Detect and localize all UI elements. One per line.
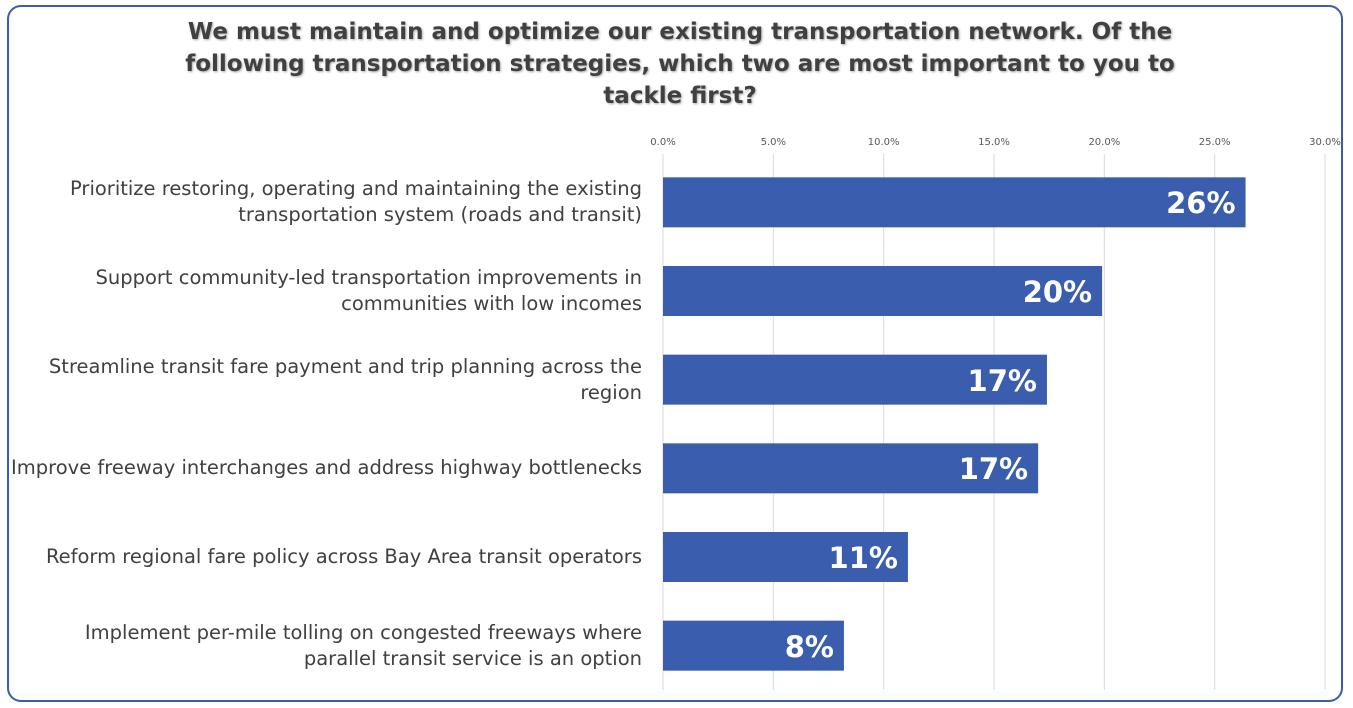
x-tick-label: 5.0% [760, 137, 787, 148]
category-label: Improve freeway interchanges and address… [11, 456, 642, 480]
chart-title: We must maintain and optimize our existi… [185, 19, 1175, 109]
category-label: Reform regional fare policy across Bay A… [45, 545, 642, 568]
bar [663, 266, 1103, 316]
data-label: 20% [1022, 275, 1093, 309]
data-label: 17% [967, 363, 1037, 398]
x-tick-label: 20.0% [1088, 137, 1121, 148]
data-label: 11% [828, 541, 898, 575]
frame [7, 5, 1343, 702]
category-label: Implement per-mile tolling on congested … [84, 620, 642, 670]
data-label: 17% [958, 452, 1029, 487]
x-tick-label: 30.0% [1309, 137, 1341, 148]
bar [663, 620, 844, 671]
data-label: 26% [1166, 186, 1236, 221]
bar [663, 354, 1047, 405]
bar [663, 443, 1039, 494]
x-tick-label: 25.0% [1198, 137, 1231, 148]
x-tick-label: 15.0% [978, 137, 1010, 148]
x-tick-label: 0.0% [650, 137, 676, 148]
data-label: 8% [784, 629, 834, 664]
category-label: Support community-led transportation imp… [95, 266, 642, 315]
category-label: Streamline transit fare payment and trip… [48, 354, 642, 404]
bar [663, 532, 908, 582]
bar [663, 177, 1246, 228]
category-label: Prioritize restoring, operating and main… [70, 177, 642, 227]
x-tick-label: 10.0% [867, 137, 900, 148]
